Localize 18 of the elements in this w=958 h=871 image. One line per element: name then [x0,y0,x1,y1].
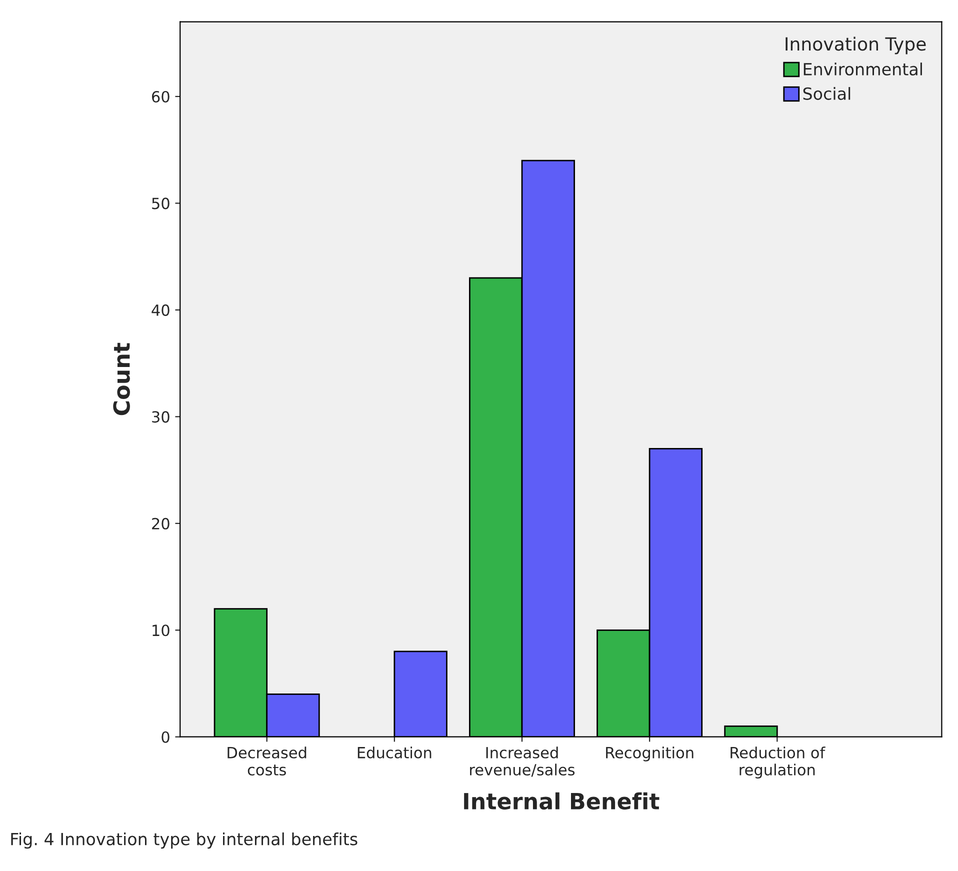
y-tick-label: 30 [152,411,170,423]
x-tick-label: Recognition [606,746,694,762]
y-tick-label: 0 [162,731,170,743]
caption: Fig. 4 Innovation type by internal benefits [11,832,358,849]
x-tick-label: Increased revenue/sales [470,746,575,777]
y-tick-label: 40 [152,304,170,316]
x-tick-label: Decreased costs [228,746,306,776]
y-tick-label: 60 [152,90,170,103]
legend-label: Environmental [804,62,922,76]
legend-title: Innovation Type [786,36,926,54]
x-tick-label: Education [358,746,432,758]
x-tick-label: Reduction of regulation [730,746,826,778]
y-axis-title: Count [113,342,130,416]
x-axis-title: Internal Benefit [464,792,660,810]
y-tick-label: 10 [152,624,170,636]
y-tick-label: 20 [152,518,170,530]
legend-label: Social [803,87,850,100]
y-tick-label: 50 [152,198,170,210]
